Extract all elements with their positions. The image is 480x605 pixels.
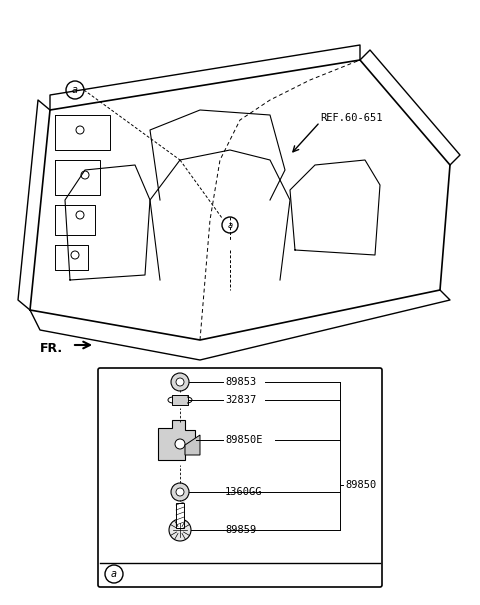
Polygon shape [158,420,195,460]
Circle shape [175,439,185,449]
Bar [176,503,184,528]
Polygon shape [185,435,200,455]
Text: a: a [228,220,233,229]
Text: 89850E: 89850E [225,435,263,445]
Text: a: a [111,569,117,579]
Text: a: a [72,85,78,95]
Text: 89850: 89850 [345,480,376,490]
Circle shape [171,483,189,501]
Text: 89853: 89853 [225,377,256,387]
Text: 1360GG: 1360GG [225,487,263,497]
FancyBboxPatch shape [98,368,382,587]
Circle shape [171,373,189,391]
Text: REF.60-651: REF.60-651 [320,113,383,123]
Bar [172,395,188,405]
Text: 32837: 32837 [225,395,256,405]
Circle shape [222,217,238,233]
Circle shape [66,81,84,99]
Text: 89859: 89859 [225,525,256,535]
Circle shape [176,488,184,496]
Text: FR.: FR. [40,341,63,355]
Circle shape [105,565,123,583]
Circle shape [169,519,191,541]
Circle shape [176,378,184,386]
